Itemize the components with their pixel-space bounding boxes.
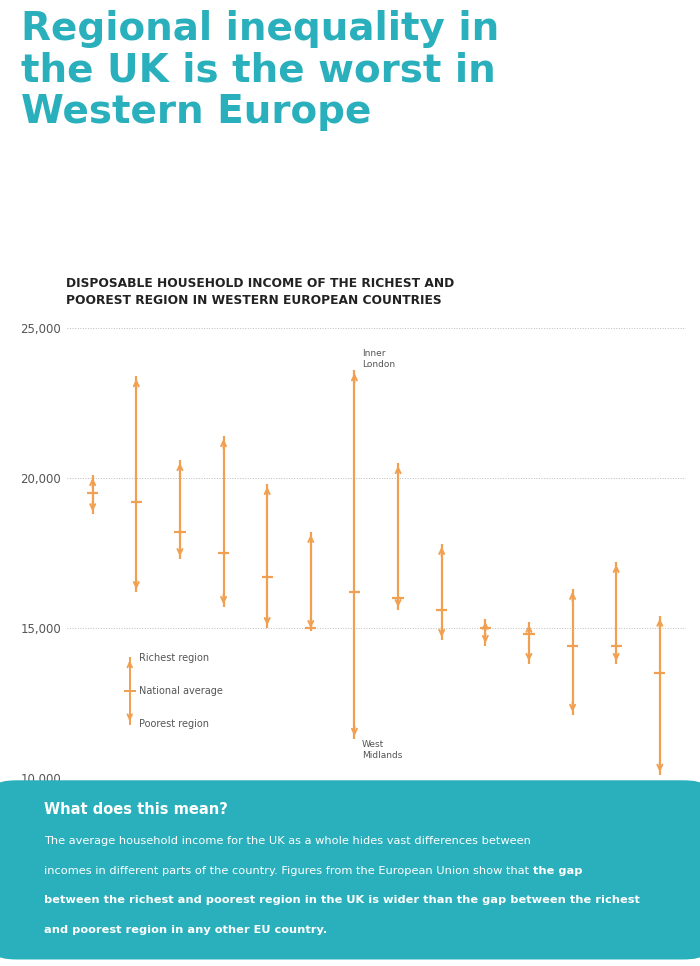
- Text: between the richest and poorest region in the UK is wider than the gap between t: between the richest and poorest region i…: [44, 895, 640, 905]
- Text: DISPOSABLE HOUSEHOLD INCOME OF THE RICHEST AND
POOREST REGION IN WESTERN EUROPEA: DISPOSABLE HOUSEHOLD INCOME OF THE RICHE…: [66, 277, 455, 307]
- Text: Richest region: Richest region: [139, 653, 209, 663]
- Text: West
Midlands: West Midlands: [362, 740, 402, 759]
- Text: the gap: the gap: [533, 866, 582, 875]
- Text: and poorest region in any other EU country.: and poorest region in any other EU count…: [44, 924, 328, 935]
- Text: Inner
London: Inner London: [362, 350, 395, 369]
- FancyBboxPatch shape: [0, 781, 700, 959]
- Text: incomes in different parts of the country. Figures from the European Union show : incomes in different parts of the countr…: [44, 866, 533, 875]
- Text: What does this mean?: What does this mean?: [44, 802, 228, 817]
- Text: Poorest region: Poorest region: [139, 719, 209, 728]
- Text: The average household income for the UK as a whole hides vast differences betwee: The average household income for the UK …: [44, 836, 531, 846]
- Text: National average: National average: [139, 686, 223, 696]
- Text: Regional inequality in
the UK is the worst in
Western Europe: Regional inequality in the UK is the wor…: [21, 10, 499, 130]
